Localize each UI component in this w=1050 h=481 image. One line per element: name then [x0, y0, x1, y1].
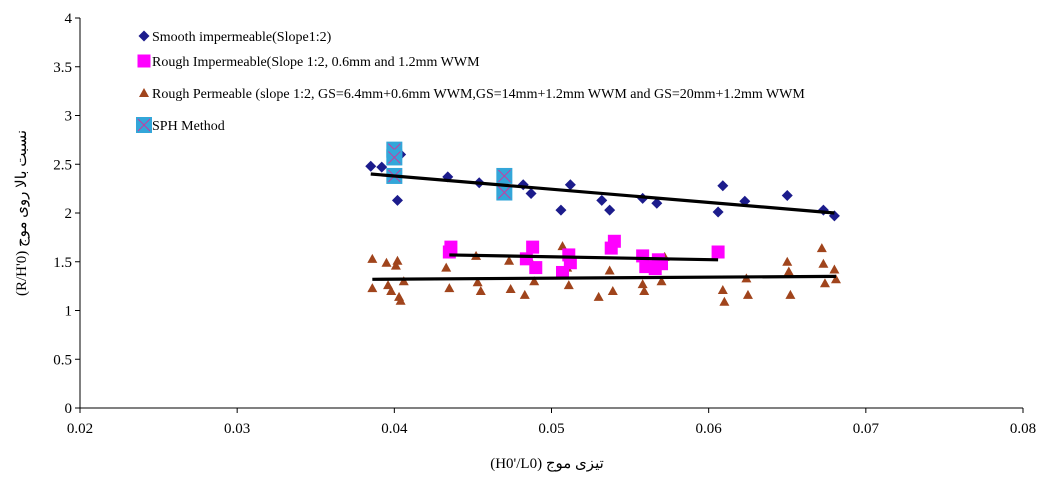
rough-impermeable-point: [711, 245, 725, 259]
rough-permeable-point: [472, 277, 483, 287]
x-tick-label: 0.07: [853, 421, 880, 437]
rough-permeable-point: [563, 280, 574, 290]
legend-marker: [139, 88, 149, 97]
smooth-impermeable-point: [525, 188, 537, 199]
rough-permeable-point: [395, 295, 406, 305]
rough-permeable-point: [398, 276, 409, 286]
rough-permeable-point: [519, 289, 530, 299]
rough-permeable-point: [782, 256, 793, 266]
y-axis-label: نسبت بالا روی موج (R/H'0): [14, 130, 30, 296]
marker-cross: [137, 118, 151, 132]
y-tick-label: 3.5: [53, 60, 72, 76]
rough-permeable-point: [607, 286, 618, 295]
legend-marker: [137, 54, 151, 68]
x-tick-label: 0.08: [1010, 421, 1036, 437]
y-tick-label: 0: [65, 401, 73, 417]
rough-permeable-point: [783, 266, 794, 276]
x-tick-label: 0.05: [538, 421, 564, 437]
rough-impermeable-point: [563, 256, 577, 270]
y-tick-label: 2: [65, 206, 73, 222]
rough-permeable-point: [637, 279, 648, 289]
smooth-impermeable-point: [564, 179, 576, 191]
smooth-impermeable-point: [555, 204, 567, 216]
rough-permeable-point: [529, 276, 540, 286]
x-tick-label: 0.04: [381, 421, 408, 437]
rough-impermeable-point: [444, 240, 458, 254]
rough-permeable-point: [441, 262, 452, 272]
rough-impermeable-point: [607, 234, 621, 248]
smooth-impermeable-point: [651, 197, 663, 209]
rough-permeable-point: [604, 265, 615, 275]
smooth-impermeable-point: [604, 204, 616, 216]
sph-method-point: [496, 184, 513, 201]
sph-method-point: [386, 149, 403, 166]
trendline-3: [372, 274, 836, 281]
legend-label: SPH Method: [152, 119, 225, 134]
rough-permeable-point: [383, 280, 394, 290]
smooth-impermeable-point: [781, 189, 793, 201]
rough-permeable-point: [444, 283, 455, 293]
rough-permeable-point: [392, 255, 403, 265]
legend: Smooth impermeable(Slope1:2) Rough Imperm…: [136, 30, 805, 134]
legend-label: Smooth impermeable(Slope1:2): [152, 30, 332, 45]
x-tick-label: 0.06: [696, 421, 723, 437]
rough-permeable-point: [367, 253, 378, 263]
data-points: [365, 141, 841, 306]
rough-permeable-point: [818, 258, 829, 268]
axes: [79, 18, 1023, 409]
legend-label: Rough Permeable (slope 1:2, GS=6.4mm+0.6…: [152, 87, 805, 102]
rough-permeable-point: [639, 286, 650, 295]
x-axis-label: تیزی موج (H0'/L0): [490, 456, 604, 472]
rough-permeable-point: [475, 286, 486, 295]
rough-permeable-point: [830, 274, 841, 284]
rough-permeable-point: [390, 260, 401, 270]
rough-impermeable-point: [655, 257, 669, 271]
x-tick-label: 0.03: [224, 421, 250, 437]
rough-permeable-point: [386, 286, 397, 295]
sph-method-point: [496, 167, 513, 184]
y-tick-label: 4: [65, 11, 73, 27]
y-tick-label: 3: [65, 109, 73, 125]
legend-marker: [136, 117, 152, 133]
legend-label: Rough Impermeable(Slope 1:2, 0.6mm and 1…: [152, 55, 480, 70]
rough-permeable-point: [504, 255, 515, 265]
y-tick-label: 1: [65, 304, 73, 320]
y-tick-label: 0.5: [53, 352, 72, 368]
rough-impermeable-point: [529, 261, 543, 275]
legend-marker: [138, 30, 150, 42]
y-tick-label: 2.5: [53, 157, 72, 173]
smooth-impermeable-point: [717, 180, 729, 192]
rough-impermeable-point: [526, 240, 540, 254]
smooth-impermeable-point: [365, 160, 377, 172]
y-tick-label: 1.5: [53, 255, 72, 271]
marker-cross: [497, 186, 511, 199]
rough-permeable-point: [785, 289, 796, 299]
trendline-1: [370, 172, 835, 215]
smooth-impermeable-point: [712, 206, 724, 218]
rough-permeable-point: [829, 264, 840, 274]
rough-permeable-point: [816, 243, 827, 253]
x-tick-label: 0.02: [67, 421, 93, 437]
marker-cross: [387, 151, 401, 164]
rough-permeable-point: [381, 257, 392, 267]
x-axis-ticks: 0.02 0.03 0.04 0.05 0.06 0.07 0.08: [67, 408, 1036, 437]
smooth-impermeable-point: [391, 194, 403, 206]
rough-permeable-point: [593, 291, 604, 301]
smooth-impermeable-point: [596, 194, 608, 206]
rough-permeable-point: [719, 296, 730, 306]
y-axis-ticks: 0 0.5 1 1.5 2 2.5 3 3.5 4: [53, 11, 80, 417]
rough-permeable-point: [656, 276, 667, 286]
rough-permeable-point: [819, 278, 830, 288]
marker-cross: [497, 169, 511, 183]
rough-permeable-point: [367, 283, 378, 293]
rough-permeable-point: [717, 285, 728, 295]
smooth-impermeable-point: [376, 161, 388, 173]
trendlines: [370, 172, 836, 281]
rough-permeable-point: [505, 284, 516, 294]
rough-permeable-point: [742, 289, 753, 299]
trendline-2: [449, 253, 719, 262]
rough-permeable-point: [557, 241, 568, 251]
